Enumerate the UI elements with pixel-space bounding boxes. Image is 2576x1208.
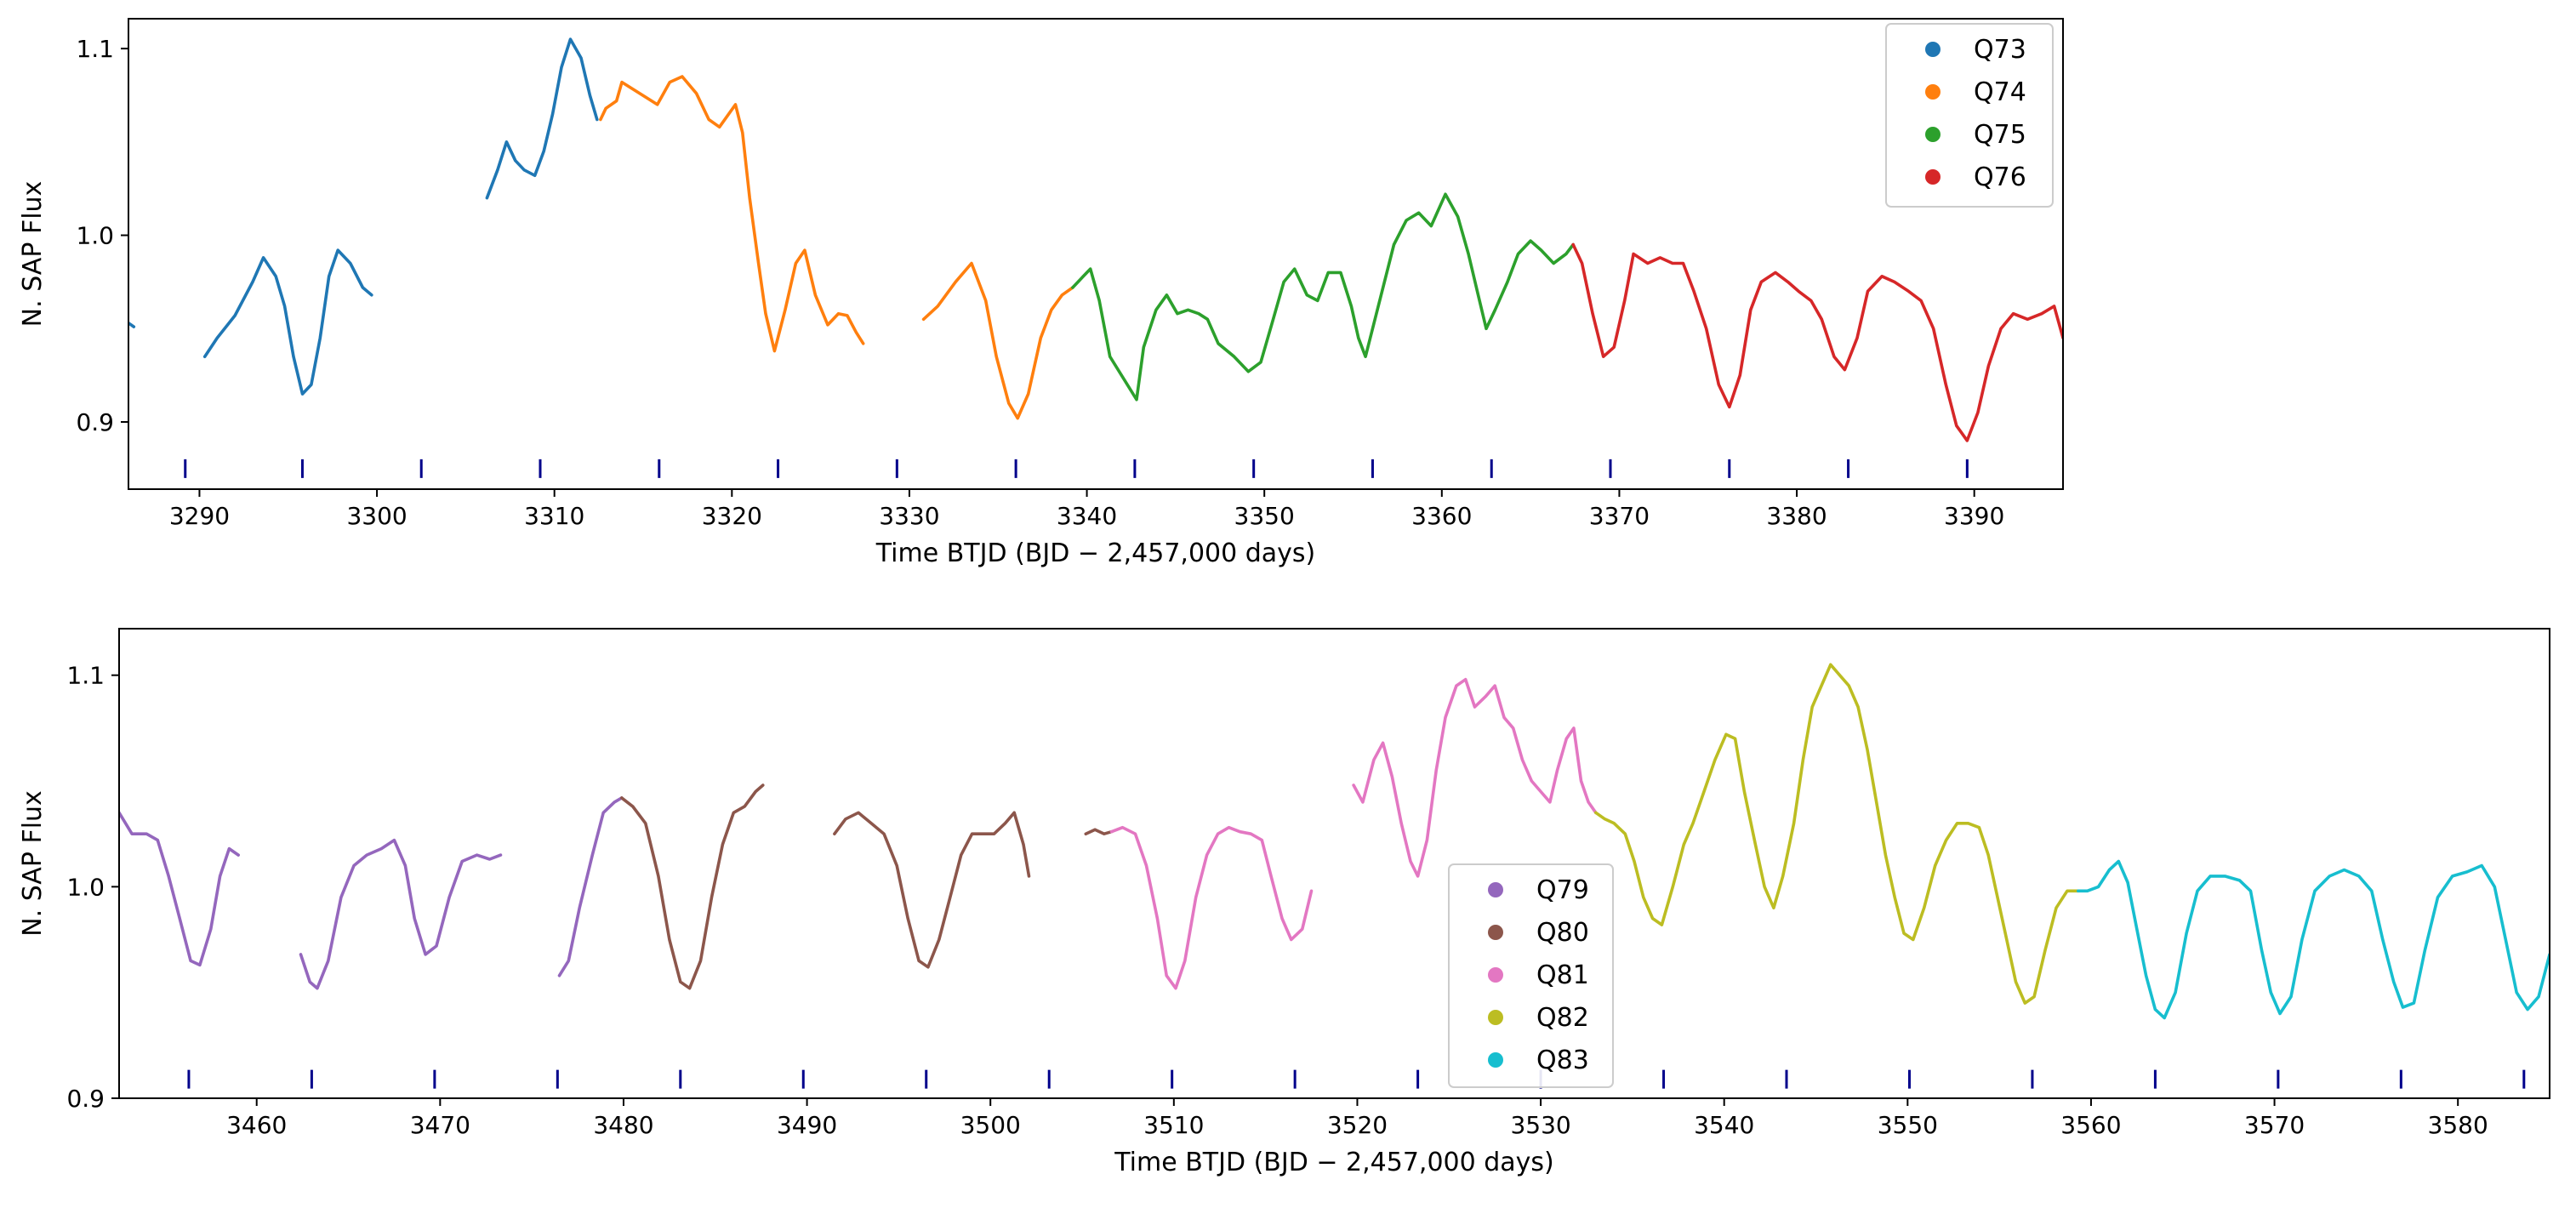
legend-label: Q82 bbox=[1536, 1003, 1589, 1033]
legend-label: Q83 bbox=[1536, 1046, 1589, 1075]
x-tick-label: 3580 bbox=[2428, 1111, 2488, 1139]
y-tick-label: 0.9 bbox=[76, 408, 114, 436]
x-tick-label: 3480 bbox=[593, 1111, 653, 1139]
y-tick-label: 1.1 bbox=[76, 35, 114, 63]
x-tick-label: 3530 bbox=[1510, 1111, 1570, 1139]
legend-label: Q80 bbox=[1536, 918, 1589, 948]
x-tick-label: 3380 bbox=[1766, 502, 1827, 530]
x-tick-label: 3340 bbox=[1057, 502, 1117, 530]
series-group bbox=[128, 37, 2063, 478]
x-tick-label: 3570 bbox=[2244, 1111, 2305, 1139]
legend-marker-Q80 bbox=[1488, 925, 1503, 940]
x-tick-label: 3350 bbox=[1234, 502, 1295, 530]
series-line-Q76 bbox=[1571, 242, 2063, 442]
chart-1: 3290 3300 3310 3320 3330 3340 3350 3360 3370 3380… bbox=[18, 18, 2064, 568]
legend: Q79 Q80 Q81 Q82 Q83 bbox=[1448, 863, 1614, 1088]
x-tick-label: 3330 bbox=[879, 502, 939, 530]
y-tick-label: 1.0 bbox=[76, 222, 114, 250]
legend-label: Q81 bbox=[1536, 960, 1589, 990]
legend: Q73 Q74 Q75 Q76 bbox=[1885, 23, 2054, 208]
x-tick-label: 3360 bbox=[1411, 502, 1472, 530]
series-line-Q73 bbox=[128, 37, 599, 396]
axes-frame bbox=[128, 18, 2064, 490]
x-tick-label: 3370 bbox=[1589, 502, 1650, 530]
x-tick-label: 3300 bbox=[346, 502, 407, 530]
legend-label: Q79 bbox=[1536, 875, 1589, 905]
x-tick-label: 3540 bbox=[1694, 1111, 1754, 1139]
y-axis-label: N. SAP Flux bbox=[18, 181, 48, 328]
legend-label: Q73 bbox=[1974, 35, 2026, 65]
x-tick-label: 3310 bbox=[524, 502, 584, 530]
chart-2: 3460 3470 3480 3490 3500 3510 3520 3530 3540 3550… bbox=[18, 628, 2550, 1177]
x-tick-label: 3520 bbox=[1327, 1111, 1388, 1139]
series-line-Q79 bbox=[119, 796, 624, 990]
series-line-Q81 bbox=[1109, 677, 1598, 990]
x-tick-label: 3390 bbox=[1944, 502, 2004, 530]
x-tick-label: 3500 bbox=[960, 1111, 1021, 1139]
series-line-Q82 bbox=[1594, 663, 2080, 1005]
y-axis-label: N. SAP Flux bbox=[18, 790, 48, 937]
y-tick-label: 1.0 bbox=[66, 873, 105, 901]
legend-marker-Q81 bbox=[1488, 967, 1503, 983]
x-tick-label: 3460 bbox=[226, 1111, 287, 1139]
legend-label: Q76 bbox=[1974, 162, 2026, 192]
y-tick-label: 0.9 bbox=[66, 1085, 105, 1113]
series-line-Q74 bbox=[599, 75, 1074, 420]
legend-frame bbox=[1885, 23, 2054, 208]
x-tick-label: 3490 bbox=[777, 1111, 837, 1139]
legend-label: Q75 bbox=[1974, 120, 2026, 150]
legend-marker-Q73 bbox=[1925, 42, 1941, 57]
legend-marker-Q74 bbox=[1925, 84, 1941, 100]
series-line-Q75 bbox=[1071, 192, 1575, 402]
series-line-Q80 bbox=[620, 783, 1114, 990]
x-tick-label: 3290 bbox=[169, 502, 230, 530]
legend-label: Q74 bbox=[1974, 77, 2026, 107]
series-group bbox=[119, 663, 2550, 1089]
x-tick-label: 3510 bbox=[1143, 1111, 1204, 1139]
x-tick-label: 3320 bbox=[702, 502, 762, 530]
x-axis-label: Time BTJD (BJD − 2,457,000 days) bbox=[875, 538, 1316, 568]
axes-frame bbox=[118, 628, 2550, 1099]
legend-marker-Q76 bbox=[1925, 169, 1941, 185]
x-tick-label: 3560 bbox=[2060, 1111, 2121, 1139]
legend-marker-Q83 bbox=[1488, 1052, 1503, 1068]
y-tick-label: 1.1 bbox=[66, 662, 105, 690]
series-line-Q83 bbox=[2077, 859, 2550, 1020]
legend-marker-Q82 bbox=[1488, 1010, 1503, 1025]
x-tick-label: 3470 bbox=[410, 1111, 470, 1139]
legend-marker-Q79 bbox=[1488, 882, 1503, 897]
x-axis-label: Time BTJD (BJD − 2,457,000 days) bbox=[1114, 1148, 1554, 1177]
x-tick-label: 3550 bbox=[1878, 1111, 1938, 1139]
legend-marker-Q75 bbox=[1925, 127, 1941, 142]
legend-frame bbox=[1448, 863, 1614, 1088]
